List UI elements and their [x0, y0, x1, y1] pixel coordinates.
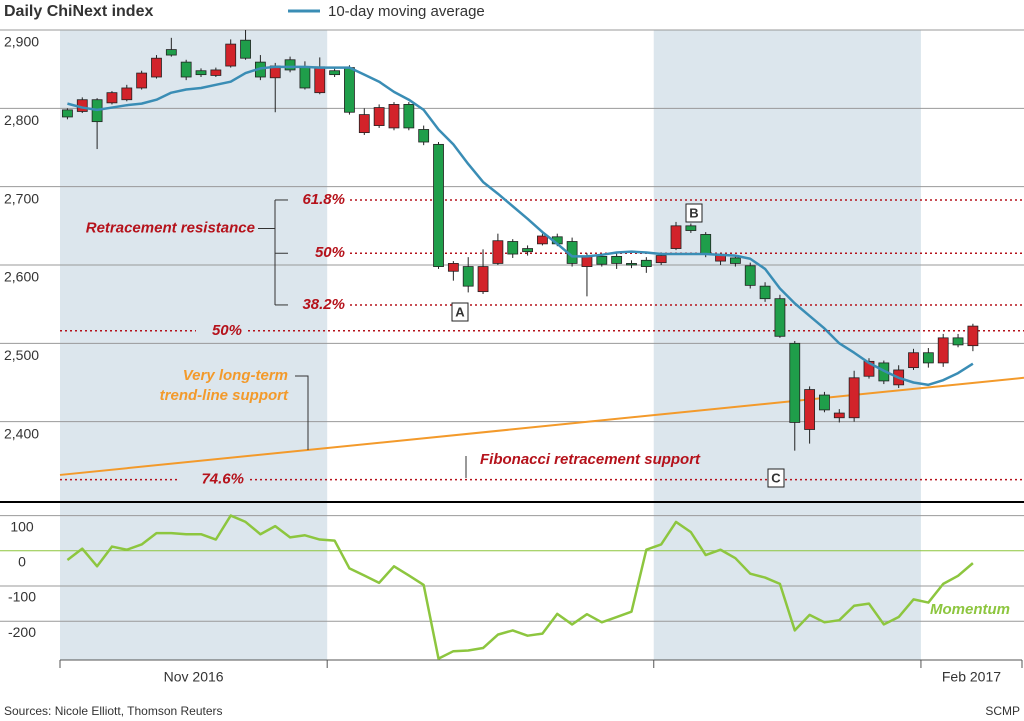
candle-body — [477, 266, 489, 293]
candle-body — [789, 342, 801, 423]
candle-body — [863, 360, 875, 377]
x-tick-label: Nov 2016 — [164, 669, 224, 685]
candle-body — [952, 337, 964, 346]
candle-body — [833, 412, 845, 419]
candle-body — [299, 67, 311, 89]
candle-body — [373, 107, 385, 126]
candle-body — [819, 394, 830, 411]
y-tick-label: 100 — [10, 518, 34, 534]
candle-body — [670, 225, 682, 249]
candle-body — [329, 70, 341, 76]
candle-body — [165, 49, 177, 56]
candle-body — [225, 43, 237, 67]
candle-body — [210, 69, 222, 76]
candle-body — [447, 263, 459, 272]
candle-body — [507, 241, 519, 255]
candle-body — [774, 298, 786, 337]
candle-body — [344, 67, 355, 113]
candle-body — [195, 70, 207, 76]
level-label: 50% — [212, 322, 242, 339]
candle-body — [121, 87, 133, 101]
candle-body — [537, 235, 548, 245]
candle-body — [848, 377, 860, 419]
y-tick-label: 2,900 — [4, 34, 39, 50]
candle-body — [685, 225, 697, 231]
candle-body — [240, 39, 251, 59]
legend-label: 10-day moving average — [328, 3, 485, 20]
candle-body — [744, 265, 756, 286]
candle-body — [433, 143, 444, 267]
y-tick-label: 2,700 — [4, 190, 39, 206]
candle-body — [700, 234, 712, 255]
y-tick-label: -100 — [8, 589, 36, 605]
point-box — [451, 302, 469, 322]
candle-body — [640, 259, 652, 267]
level-label: 61.8% — [302, 191, 345, 208]
candle-body — [626, 263, 637, 266]
candle-body — [611, 255, 623, 264]
candle-body — [596, 255, 608, 265]
y-tick-label: 2,500 — [4, 347, 39, 363]
candle-body — [136, 72, 148, 89]
candle-body — [418, 129, 430, 143]
candle-body — [358, 114, 370, 134]
credit: SCMP — [985, 704, 1020, 718]
candle-body — [403, 104, 415, 129]
candle-body — [581, 255, 593, 267]
candle-body — [492, 240, 504, 264]
month-shade — [653, 30, 921, 660]
level-label: 50% — [315, 244, 345, 261]
level-label: 74.6% — [201, 471, 244, 488]
ma-line — [67, 65, 974, 387]
candle-body — [922, 352, 934, 364]
candle-body — [655, 255, 667, 264]
candle-body — [388, 104, 400, 129]
x-tick-label: Feb 2017 — [942, 669, 1001, 685]
y-tick-label: 2,800 — [4, 112, 39, 128]
point-label: C — [771, 470, 781, 485]
y-tick-label: 0 — [18, 553, 26, 569]
candle-body — [462, 266, 474, 287]
y-tick-label: 2,600 — [4, 269, 39, 285]
trend-connector — [295, 375, 309, 450]
candle-body — [314, 66, 326, 94]
candle-body — [522, 248, 533, 253]
candle-body — [180, 61, 192, 78]
point-box — [767, 468, 785, 488]
resistance-label: Retracement resistance — [86, 219, 255, 236]
candle-body — [967, 325, 979, 347]
momentum-line — [66, 514, 974, 660]
month-shade — [60, 30, 328, 660]
candle-body — [106, 92, 118, 104]
candle-body — [715, 255, 726, 262]
point-label: A — [455, 304, 465, 319]
candle-body — [804, 389, 816, 430]
source: Sources: Nicole Elliott, Thomson Reuters — [4, 704, 223, 718]
trend-label: Very long-term — [183, 367, 288, 384]
y-tick-label: 2,400 — [4, 425, 39, 441]
candle-body — [284, 59, 296, 71]
trend-line — [59, 376, 1024, 476]
y-tick-label: -200 — [8, 624, 36, 640]
candle-body — [62, 109, 73, 118]
support-label: Fibonacci retracement support — [480, 451, 701, 468]
chart-title: Daily ChiNext index — [4, 3, 153, 20]
candle-body — [937, 337, 949, 364]
candle-body — [908, 352, 919, 369]
trend-label: trend-line support — [160, 387, 289, 404]
candle-body — [729, 257, 741, 264]
candle-body — [759, 285, 771, 300]
point-label: B — [689, 205, 698, 220]
point-box — [685, 203, 703, 223]
level-label: 38.2% — [302, 296, 345, 313]
candle-body — [151, 57, 162, 78]
momentum-label: Momentum — [930, 601, 1010, 618]
